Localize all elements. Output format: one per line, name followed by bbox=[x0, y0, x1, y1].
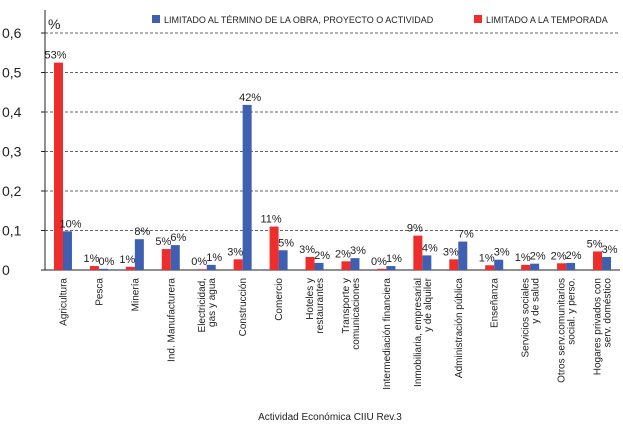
value-label: 1% bbox=[206, 252, 222, 264]
legend-label: LIMITADO AL TÉRMINO DE LA OBRA, PROYECTO… bbox=[164, 15, 434, 25]
x-tick-label: Agricultura bbox=[58, 278, 69, 326]
bar bbox=[413, 235, 423, 270]
bar bbox=[206, 264, 216, 270]
value-label: 5% bbox=[155, 236, 171, 248]
bar bbox=[98, 268, 108, 270]
y-tick-label: 0,1 bbox=[2, 223, 22, 239]
bar bbox=[197, 269, 207, 270]
bar bbox=[53, 62, 63, 270]
x-tick-label: Enseñanza bbox=[490, 278, 501, 328]
bar bbox=[422, 255, 432, 270]
bar bbox=[593, 251, 603, 270]
value-label: 3% bbox=[602, 244, 618, 256]
value-label: 1% bbox=[119, 254, 135, 266]
bar bbox=[62, 231, 72, 270]
bar bbox=[341, 261, 351, 270]
bar bbox=[125, 266, 135, 270]
bar bbox=[350, 258, 360, 270]
value-label: 3% bbox=[494, 247, 510, 259]
bar bbox=[530, 263, 540, 270]
value-label: 3% bbox=[299, 244, 315, 256]
x-tick-label: Comercio bbox=[274, 278, 285, 321]
value-label: 8% bbox=[134, 226, 150, 238]
value-label: 1% bbox=[479, 252, 495, 264]
bar bbox=[314, 262, 324, 270]
x-tick-label: Electricidad,gas y agua bbox=[197, 278, 218, 333]
value-label: 3% bbox=[443, 246, 459, 258]
value-label: 1% bbox=[83, 253, 99, 265]
bar bbox=[89, 266, 99, 270]
x-axis-label: Actividad Económica CIIU Rev.3 bbox=[258, 412, 402, 423]
value-label: 4% bbox=[422, 242, 438, 254]
x-tick-label: Hogares privados conserv. doméstico bbox=[593, 278, 614, 376]
value-label: 2% bbox=[530, 251, 546, 263]
value-label: 2% bbox=[551, 250, 567, 262]
value-label: 42% bbox=[239, 92, 261, 104]
x-tick-label: Servicios socialesy de salud bbox=[521, 278, 542, 357]
value-label: 3% bbox=[227, 246, 243, 258]
bar bbox=[602, 256, 612, 270]
bar bbox=[377, 268, 387, 270]
x-tick-label: Hoteles yrestaurantes bbox=[305, 278, 326, 334]
bar bbox=[386, 266, 396, 270]
bar bbox=[458, 241, 468, 270]
value-label: 53% bbox=[44, 50, 66, 62]
value-label: 2% bbox=[566, 250, 582, 262]
value-label: 2% bbox=[314, 250, 330, 262]
value-label: 10% bbox=[59, 218, 81, 230]
x-tick-label: Otros serv.comunitariossocial. y perso. bbox=[557, 278, 578, 383]
value-label: 0% bbox=[191, 256, 207, 268]
x-tick-label: Transporte ycomunicaciones bbox=[341, 278, 362, 350]
bar bbox=[449, 259, 459, 270]
y-tick-label: 0,3 bbox=[2, 144, 22, 160]
value-label: 5% bbox=[587, 238, 603, 250]
value-label: 0% bbox=[98, 256, 114, 268]
bar bbox=[485, 265, 495, 270]
bar bbox=[170, 245, 180, 270]
value-label: 3% bbox=[350, 245, 366, 257]
bar bbox=[305, 256, 315, 270]
bar bbox=[278, 250, 288, 270]
bar bbox=[557, 263, 567, 270]
value-label: 6% bbox=[170, 232, 186, 244]
bar bbox=[521, 264, 531, 270]
value-label: 1% bbox=[515, 252, 531, 264]
x-tick-label: Intermediación financiera bbox=[382, 278, 393, 390]
value-label: 7% bbox=[458, 229, 474, 241]
legend-swatch bbox=[474, 15, 482, 23]
y-tick-label: 0,5 bbox=[2, 65, 22, 81]
value-label: 9% bbox=[407, 223, 423, 235]
x-tick-label: Ind. Manufacturera bbox=[166, 278, 177, 362]
y-axis-label: % bbox=[48, 16, 60, 32]
x-tick-label: Pesca bbox=[94, 278, 105, 306]
bar bbox=[242, 104, 252, 270]
x-tick-label: Administración pública bbox=[454, 278, 465, 378]
y-tick-label: 0,6 bbox=[2, 25, 22, 41]
value-label: 1% bbox=[386, 253, 402, 265]
value-label: 2% bbox=[335, 248, 351, 260]
value-label: 5% bbox=[278, 237, 294, 249]
x-tick-label: Inmobiliaria, empresarialy de alquiler bbox=[413, 277, 434, 387]
y-tick-label: 0,4 bbox=[2, 104, 22, 120]
bar bbox=[269, 226, 279, 270]
value-label: 11% bbox=[260, 214, 281, 226]
value-label: 0% bbox=[371, 256, 387, 268]
y-tick-label: 0 bbox=[2, 262, 10, 278]
legend-swatch bbox=[152, 15, 160, 23]
bar bbox=[494, 259, 504, 270]
x-tick-label: Construcción bbox=[238, 278, 249, 336]
bar bbox=[161, 249, 171, 270]
bar bbox=[233, 259, 243, 270]
y-tick-label: 0,2 bbox=[2, 183, 22, 199]
bar bbox=[134, 239, 144, 270]
legend-label: LIMITADO A LA TEMPORADA bbox=[486, 15, 608, 25]
x-tick-label: Minería bbox=[130, 278, 141, 312]
bar bbox=[566, 262, 576, 270]
